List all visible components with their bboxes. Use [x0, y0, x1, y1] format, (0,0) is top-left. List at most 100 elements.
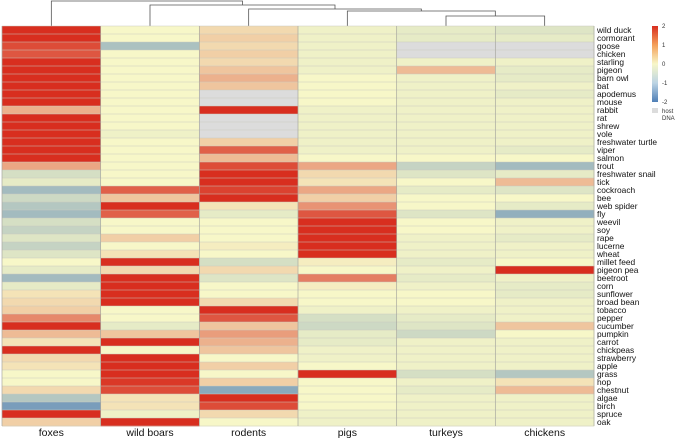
row-label: pepper [597, 313, 623, 323]
heatmap-cell-23-1 [100, 210, 200, 219]
heatmap-cell-27-1 [100, 242, 200, 251]
heatmap-cell-35-1 [100, 306, 200, 315]
heatmap-cell-47-2 [199, 402, 299, 411]
heatmap-cell-11-2 [199, 114, 299, 123]
legend-tick-label: 1 [662, 43, 666, 49]
row-label: apple [597, 361, 618, 371]
heatmap-cell-14-2 [199, 138, 299, 147]
column-label: chickens [524, 427, 565, 439]
heatmap-cell-24-5 [495, 218, 595, 227]
row-label: viper [597, 145, 615, 155]
row-label: freshwater snail [597, 169, 656, 179]
heatmap-cell-29-1 [100, 258, 200, 267]
heatmap-cell-6-0 [2, 74, 102, 83]
heatmap-cell-29-5 [495, 258, 595, 267]
heatmap-cell-35-0 [2, 306, 102, 315]
heatmap-cell-43-1 [100, 370, 200, 379]
heatmap-cell-0-4 [396, 26, 496, 35]
heatmap-cell-18-0 [2, 170, 102, 179]
heatmap-cell-40-3 [298, 346, 398, 355]
heatmap-cell-9-0 [2, 98, 102, 107]
heatmap-cell-36-2 [199, 314, 299, 323]
heatmap-cell-35-2 [199, 306, 299, 315]
row-label: wheat [596, 249, 620, 259]
heatmap-cell-4-1 [100, 58, 200, 67]
heatmap-cell-26-4 [396, 234, 496, 243]
heatmap-cell-47-3 [298, 402, 398, 411]
heatmap-cell-23-4 [396, 210, 496, 219]
heatmap-cell-3-4 [396, 50, 496, 59]
heatmap-cell-11-4 [396, 114, 496, 123]
heatmap-cell-17-4 [396, 162, 496, 171]
row-label: web spider [596, 201, 638, 211]
row-label: trout [597, 161, 614, 171]
row-label: mouse [597, 97, 622, 107]
heatmap-cell-33-4 [396, 290, 496, 299]
heatmap-cell-2-2 [199, 42, 299, 51]
heatmap-cell-35-5 [495, 306, 595, 315]
dendrogram-branch [445, 15, 546, 26]
heatmap-cell-49-0 [2, 418, 102, 427]
heatmap-cell-10-4 [396, 106, 496, 115]
heatmap-cell-43-0 [2, 370, 102, 379]
heatmap-cell-3-1 [100, 50, 200, 59]
row-label: rape [597, 233, 614, 243]
heatmap-cell-33-2 [199, 290, 299, 299]
row-label: algae [597, 393, 618, 403]
heatmap-cell-23-0 [2, 210, 102, 219]
heatmap-cell-11-5 [495, 114, 595, 123]
heatmap-cell-1-4 [396, 34, 496, 43]
row-label: bat [597, 81, 609, 91]
heatmap-cell-15-1 [100, 146, 200, 155]
heatmap-cell-38-4 [396, 330, 496, 339]
heatmap-cell-42-0 [2, 362, 102, 371]
heatmap-cell-47-4 [396, 402, 496, 411]
row-label: corn [597, 281, 614, 291]
heatmap-cell-17-5 [495, 162, 595, 171]
heatmap-cell-37-1 [100, 322, 200, 331]
column-labels: foxes wild boars rodents pigs turkeys chicken… [39, 427, 565, 439]
heatmap-cell-46-1 [100, 394, 200, 403]
row-label: cormorant [597, 33, 635, 43]
heatmap-cell-6-5 [495, 74, 595, 83]
heatmap-cell-40-4 [396, 346, 496, 355]
heatmap-cell-24-2 [199, 218, 299, 227]
heatmap-cell-34-1 [100, 298, 200, 307]
row-label: chicken [597, 49, 626, 59]
row-label: vole [597, 129, 613, 139]
heatmap-cell-24-3 [298, 218, 398, 227]
heatmap-cell-14-4 [396, 138, 496, 147]
heatmap-cell-4-0 [2, 58, 102, 67]
heatmap-cell-32-1 [100, 282, 200, 291]
heatmap-cell-47-1 [100, 402, 200, 411]
heatmap-cell-33-3 [298, 290, 398, 299]
row-label: apodemus [597, 89, 636, 99]
heatmap-cell-6-3 [298, 74, 398, 83]
heatmap-cell-36-5 [495, 314, 595, 323]
color-legend: 2 1 0 -1 -2 host DNA [652, 24, 675, 122]
heatmap-cell-28-3 [298, 250, 398, 259]
row-label: spruce [597, 409, 622, 419]
legend-color-bar [652, 26, 658, 102]
heatmap-cell-12-2 [199, 122, 299, 131]
heatmap-cell-30-0 [2, 266, 102, 275]
heatmap-cell-19-1 [100, 178, 200, 187]
heatmap-cell-12-1 [100, 122, 200, 131]
heatmap-cell-48-1 [100, 410, 200, 419]
heatmap-cell-49-2 [199, 418, 299, 427]
heatmap-cell-46-5 [495, 394, 595, 403]
heatmap-cell-14-5 [495, 138, 595, 147]
heatmap-cell-22-5 [495, 202, 595, 211]
heatmap-cell-12-0 [2, 122, 102, 131]
row-label: wild duck [596, 25, 632, 35]
heatmap-cell-49-5 [495, 418, 595, 427]
heatmap-cell-44-1 [100, 378, 200, 387]
heatmap-cell-4-2 [199, 58, 299, 67]
heatmap-cell-21-0 [2, 194, 102, 203]
heatmap-cell-40-1 [100, 346, 200, 355]
row-label: cucumber [597, 321, 634, 331]
heatmap-cell-48-2 [199, 410, 299, 419]
heatmap-cell-47-0 [2, 402, 102, 411]
heatmap-cell-14-1 [100, 138, 200, 147]
heatmap-cell-31-2 [199, 274, 299, 283]
